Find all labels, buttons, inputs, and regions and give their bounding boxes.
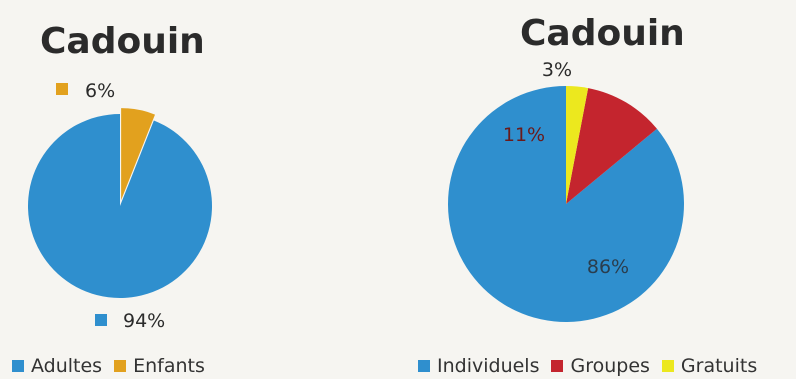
pie-slice-enfants — [121, 108, 155, 201]
data-label-individuels: 86% — [587, 256, 629, 278]
legend-label: Groupes — [570, 355, 650, 377]
pie-chart-adultes-enfants: Cadouin 94% 6% Adultes Enfants — [0, 0, 300, 379]
chart-legend: Individuels Groupes Gratuits — [418, 355, 769, 377]
legend-label: Adultes — [31, 355, 103, 377]
legend-swatch — [12, 360, 24, 372]
data-label-enfants: 6% — [85, 80, 115, 102]
chart-legend: Adultes Enfants — [12, 355, 217, 377]
data-label-swatch — [95, 314, 107, 326]
pie-slice-individuels — [447, 86, 684, 323]
pie-slice-groupes — [566, 88, 657, 204]
data-label-swatch — [56, 83, 68, 95]
legend-item-groupes: Groupes — [551, 355, 650, 377]
legend-swatch — [114, 360, 127, 372]
legend-item-enfants: Enfants — [114, 355, 205, 377]
pie-chart-svg: 94% 6% — [28, 80, 213, 332]
legend-item-gratuits: Gratuits — [661, 355, 758, 377]
legend-swatch — [418, 360, 430, 372]
pie-slice-adultes — [28, 114, 213, 298]
pie-chart-svg: 86% 11% 3% — [447, 59, 684, 323]
pie-slice-gratuits — [566, 86, 589, 204]
chart-title: Cadouin — [520, 13, 685, 54]
legend-item-adultes: Adultes — [12, 355, 102, 377]
data-label-gratuits: 3% — [542, 59, 572, 81]
legend-swatch — [661, 360, 674, 372]
legend-label: Enfants — [133, 355, 205, 377]
legend-item-individuels: Individuels — [418, 355, 539, 377]
legend-label: Gratuits — [680, 355, 758, 377]
legend-label: Individuels — [437, 355, 540, 377]
data-label-adultes: 94% — [123, 310, 165, 332]
chart-title: Cadouin — [40, 21, 205, 62]
data-label-groupes: 11% — [503, 124, 545, 146]
legend-swatch — [551, 360, 564, 372]
pie-chart-individuels-groupes-gratuits: Cadouin 86% 11% 3% Individuels Groupes Gra… — [400, 0, 796, 379]
